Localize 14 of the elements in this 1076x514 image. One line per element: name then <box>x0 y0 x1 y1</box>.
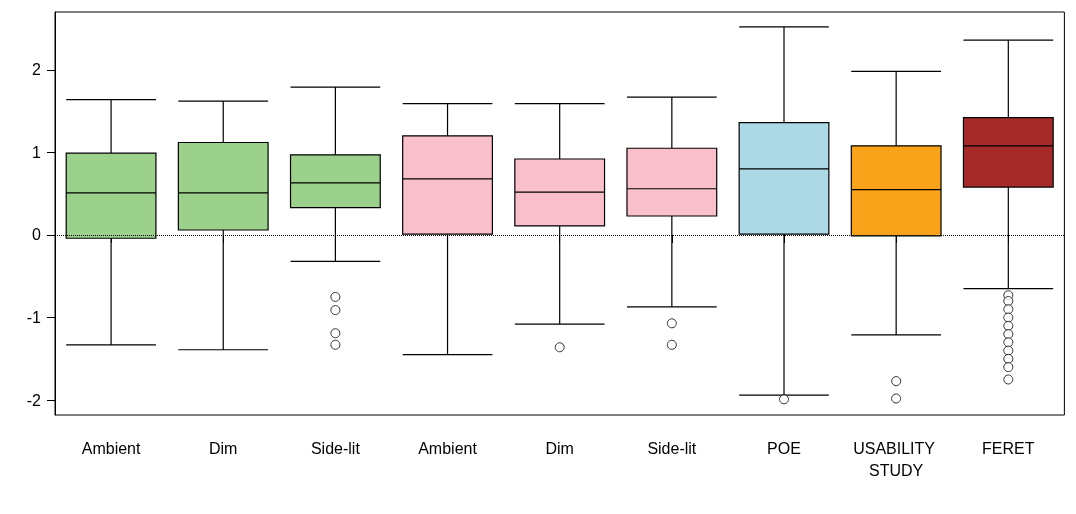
x-tick-label: Side-lit <box>647 439 697 457</box>
y-tick-label: -2 <box>26 391 42 409</box>
x-tick-label: POE <box>767 439 801 457</box>
y-tick-label: 1 <box>32 143 42 161</box>
x-tick-label: Dim <box>209 439 238 457</box>
y-tick-label: 2 <box>32 61 42 79</box>
y-tick-label: 0 <box>32 226 42 244</box>
x-tick-label: FERET <box>982 439 1035 457</box>
x-tick-label: Side-lit <box>310 439 361 457</box>
y-tick-label: -1 <box>26 309 42 327</box>
x-tick-label: Dim <box>545 439 574 457</box>
x-tick-label: Ambient <box>81 439 141 457</box>
x-tick-label: Ambient <box>418 439 478 457</box>
x-tick-label: USABILITY STUDY <box>853 439 940 479</box>
